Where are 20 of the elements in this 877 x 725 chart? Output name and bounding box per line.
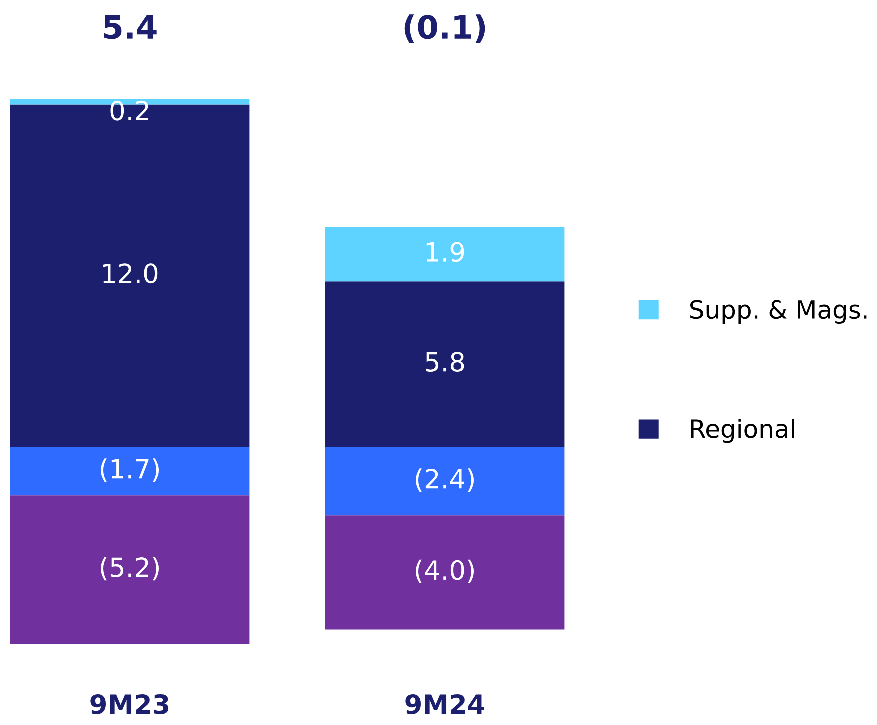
bar	[325, 447, 565, 516]
data-label: 5.8	[426, 352, 464, 372]
x-tick-label: 9M23	[90, 694, 169, 714]
data-label: (2.4)	[416, 468, 474, 492]
text: 5.4	[104, 16, 157, 40]
bar	[325, 282, 565, 448]
data-label: (4.0)	[416, 560, 474, 584]
data-label: (1.7)	[100, 458, 160, 482]
legend-label: Regional	[691, 419, 794, 444]
legend-label: Supp. & Mags.	[690, 300, 867, 324]
data-label: 0.2	[110, 100, 148, 121]
bar	[325, 227, 565, 282]
text: (0.1)	[404, 14, 486, 44]
data-label: 12.0	[104, 264, 158, 284]
data-label: (5.2)	[100, 557, 160, 581]
data-label: 1.9	[426, 242, 464, 262]
x-tick-label: 9M24	[406, 694, 484, 714]
bar	[325, 516, 565, 630]
bar	[10, 447, 250, 496]
bar	[10, 496, 250, 644]
